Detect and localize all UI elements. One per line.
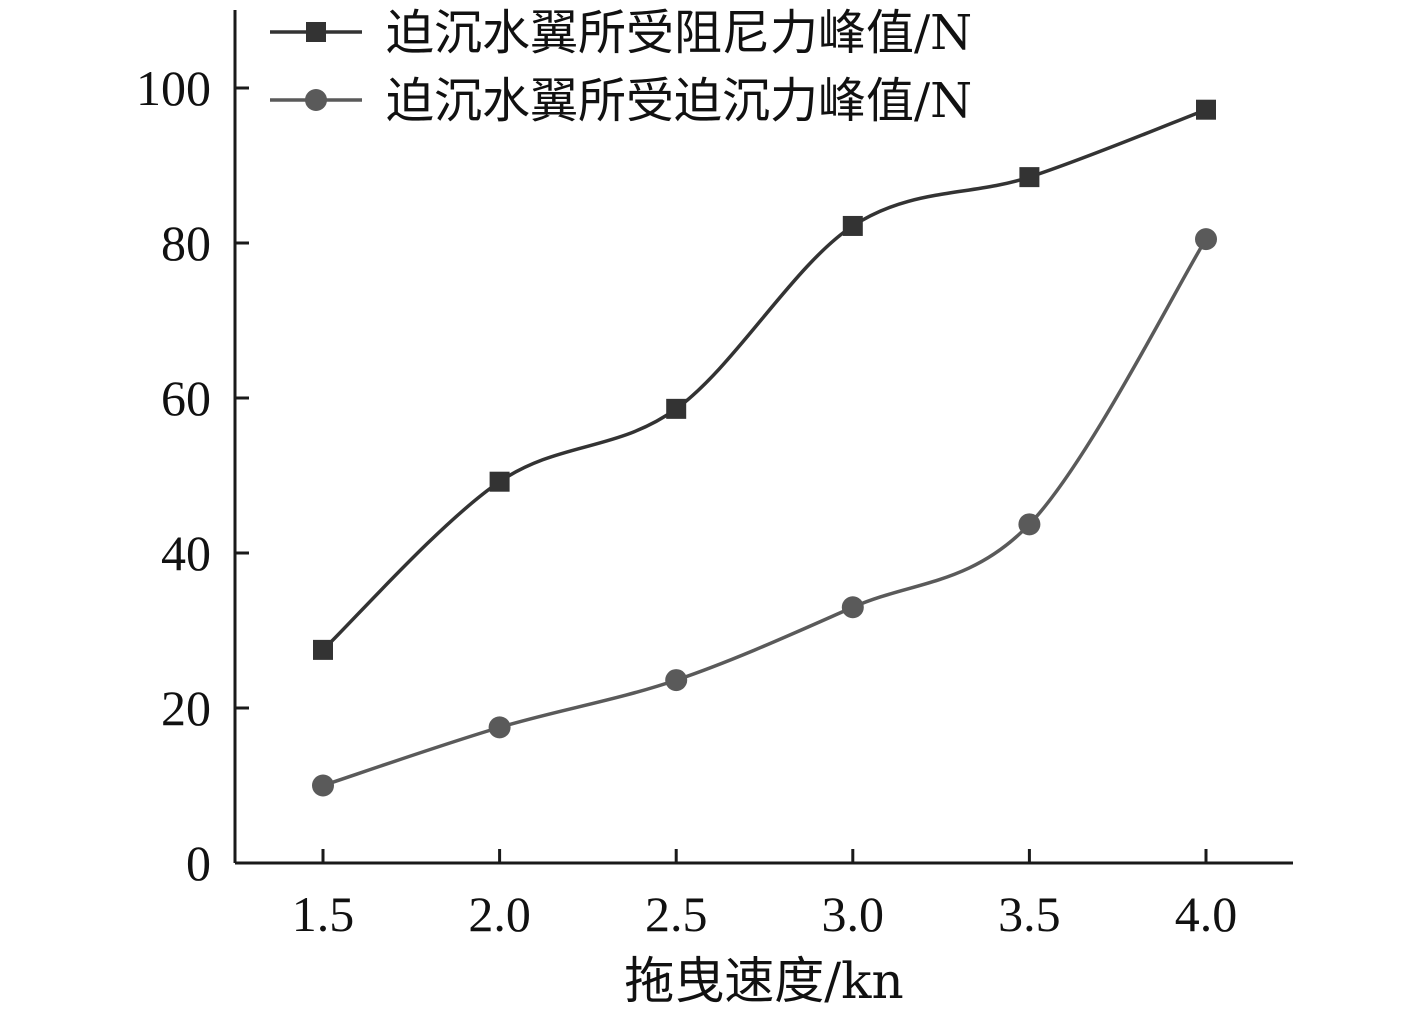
y-tick-label: 100 [136,60,211,116]
legend-item-1: 迫沉水翼所受阻尼力峰值/N [270,5,972,61]
y-ticks: 0 20 40 60 80 100 [136,60,249,891]
legend-marker-circle [305,89,327,111]
data-point-square [1196,99,1216,120]
data-point-square [313,639,333,660]
data-point-circle [488,716,511,739]
series-1 [313,99,1216,660]
x-axis-title: 拖曳速度/kn [624,952,903,1010]
data-point-circle [665,669,688,692]
y-tick-label: 60 [161,370,211,426]
series-line [321,108,1207,652]
data-point-circle [1018,513,1041,536]
data-point-circle [312,774,334,797]
legend-label: 迫沉水翼所受迫沉力峰值/N [386,73,972,129]
x-tick-label: 2.5 [645,886,708,942]
x-ticks: 1.5 2.0 2.5 3.0 3.5 4.0 [292,849,1238,942]
y-tick-label: 40 [161,525,211,581]
data-point-square [489,471,510,492]
legend: 迫沉水翼所受阻尼力峰值/N 迫沉水翼所受迫沉力峰值/N [270,5,972,129]
x-tick-label: 3.5 [998,886,1061,942]
data-point-square [666,398,687,419]
data-point-square [842,215,863,236]
axes [233,10,1293,865]
data-point-circle [841,596,864,619]
series-2 [312,228,1217,797]
data-point-square [1019,167,1040,188]
x-tick-label: 3.0 [822,886,885,942]
y-tick-label: 80 [161,215,211,271]
legend-item-2: 迫沉水翼所受迫沉力峰值/N [270,73,972,129]
y-tick-label: 0 [186,835,211,891]
y-tick-label: 20 [161,680,211,736]
series-line [322,238,1208,788]
legend-label: 迫沉水翼所受阻尼力峰值/N [386,5,972,61]
series-layer [312,99,1217,797]
x-tick-label: 2.0 [468,886,531,942]
x-tick-label: 4.0 [1175,886,1238,942]
data-point-circle [1195,228,1217,251]
legend-marker-square [306,22,326,42]
x-tick-label: 1.5 [292,886,355,942]
